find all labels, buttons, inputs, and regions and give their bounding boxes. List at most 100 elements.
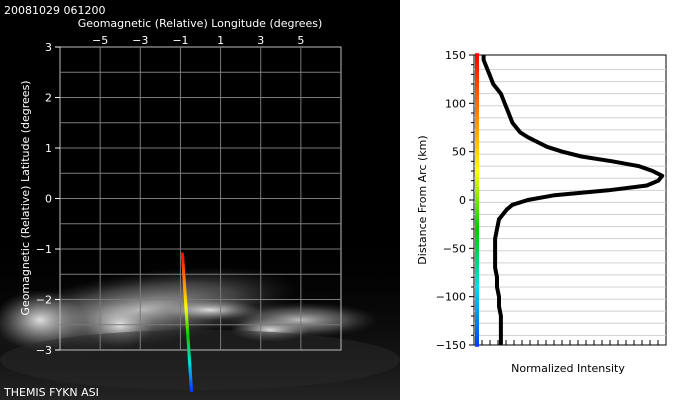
meridian-point <box>186 344 190 348</box>
meridian-point <box>189 385 193 389</box>
meridian-point <box>182 274 186 278</box>
left-y-ticks: 3 2 1 0 −1 −2 −3 <box>36 41 60 357</box>
meridian-point <box>182 283 186 287</box>
color-scale-segment <box>475 336 479 341</box>
color-scale-segment <box>475 333 479 338</box>
color-scale-segment <box>475 134 479 139</box>
color-scale-segment <box>475 343 479 347</box>
color-scale-segment <box>475 173 479 178</box>
color-scale-segment <box>475 291 479 295</box>
color-scale-segment <box>475 304 479 308</box>
meridian-point <box>183 290 187 294</box>
color-scale-segment <box>475 154 479 158</box>
right-x-axis-title: Normalized Intensity <box>511 362 625 375</box>
color-scale-segment <box>475 190 479 194</box>
color-scale-segment <box>475 264 479 269</box>
meridian-point <box>186 335 190 339</box>
color-scale-segment <box>475 320 479 324</box>
meridian-point <box>188 364 192 368</box>
left-x-axis-title: Geomagnetic (Relative) Longitude (degree… <box>78 17 323 30</box>
color-scale-segment <box>475 72 479 77</box>
meridian-point <box>186 342 190 346</box>
meridian-point <box>187 356 191 360</box>
color-scale-segment <box>475 229 479 233</box>
meridian-point <box>185 316 189 320</box>
color-scale-segment <box>475 307 479 311</box>
meridian-point <box>185 328 189 332</box>
left-y-tick-label: 1 <box>45 142 52 155</box>
meridian-point <box>189 375 193 379</box>
meridian-point <box>183 293 187 297</box>
meridian-point <box>183 287 187 291</box>
left-y-tick-label: 0 <box>45 193 52 206</box>
meridian-point <box>189 378 193 382</box>
color-scale-segment <box>475 160 479 165</box>
left-y-tick-label: −2 <box>36 294 52 307</box>
color-scale-segment <box>475 85 479 90</box>
meridian-point <box>184 311 188 315</box>
color-scale-segment <box>475 284 479 289</box>
color-scale-segment <box>475 330 479 334</box>
right-y-tick-label: −150 <box>436 339 466 352</box>
color-scale-segment <box>475 157 479 162</box>
color-scale-segment <box>475 326 479 331</box>
meridian-point <box>186 333 190 337</box>
color-scale-segment <box>475 170 479 175</box>
color-scale-segment <box>475 317 479 321</box>
color-scale-segment <box>475 102 479 106</box>
color-scale-segment <box>475 209 479 214</box>
right-y-tick-label: −100 <box>436 291 466 304</box>
meridian-point <box>184 312 188 316</box>
color-scale-segment <box>475 339 479 344</box>
left-grid <box>60 47 341 350</box>
meridian-point <box>182 280 186 284</box>
color-scale-segment <box>475 251 479 256</box>
color-scale-segment <box>475 147 479 152</box>
right-y-tick-label: −50 <box>443 242 466 255</box>
color-scale-segment <box>475 323 479 328</box>
color-scale-segment <box>475 186 479 191</box>
meridian-point <box>183 288 187 292</box>
meridian-point <box>181 257 185 261</box>
color-scale-segment <box>475 105 479 109</box>
meridian-point <box>183 295 187 299</box>
color-scale-segment <box>475 144 479 149</box>
right-color-scale <box>475 53 479 347</box>
color-scale-segment <box>475 98 479 103</box>
meridian-point <box>181 266 185 270</box>
color-scale-segment <box>475 137 479 142</box>
color-scale-segment <box>475 297 479 302</box>
color-scale-segment <box>475 258 479 263</box>
right-y-tick-label: 100 <box>445 97 466 110</box>
left-x-tick-label: −5 <box>92 34 108 47</box>
color-scale-segment <box>475 59 479 64</box>
color-scale-segment <box>475 199 479 204</box>
timestamp-label: 20081029 061200 <box>4 4 105 17</box>
intensity-profile-line <box>481 55 665 345</box>
meridian-point <box>187 352 191 356</box>
color-scale-segment <box>475 115 479 119</box>
meridian-point <box>188 371 192 375</box>
color-scale-segment <box>475 111 479 116</box>
meridian-point <box>188 373 192 377</box>
left-x-tick-label: 3 <box>257 34 264 47</box>
meridian-point <box>182 281 186 285</box>
meridian-point <box>185 325 189 329</box>
left-x-tick-label: −3 <box>132 34 148 47</box>
right-x-minor-ticks <box>481 340 659 345</box>
meridian-point <box>181 268 185 272</box>
meridian-point <box>185 326 189 330</box>
color-scale-segment <box>475 167 479 171</box>
color-scale-segment <box>475 163 479 168</box>
meridian-track <box>180 252 193 392</box>
right-y-tick-label: 0 <box>459 194 466 207</box>
meridian-point <box>184 309 188 313</box>
color-scale-segment <box>475 76 479 80</box>
color-scale-segment <box>475 118 479 122</box>
left-y-axis-title: Geomagnetic (Relative) Latitude (degrees… <box>19 80 32 315</box>
meridian-point <box>181 262 185 266</box>
meridian-point <box>187 349 191 353</box>
left-y-tick-label: −1 <box>36 243 52 256</box>
meridian-point <box>189 380 193 384</box>
